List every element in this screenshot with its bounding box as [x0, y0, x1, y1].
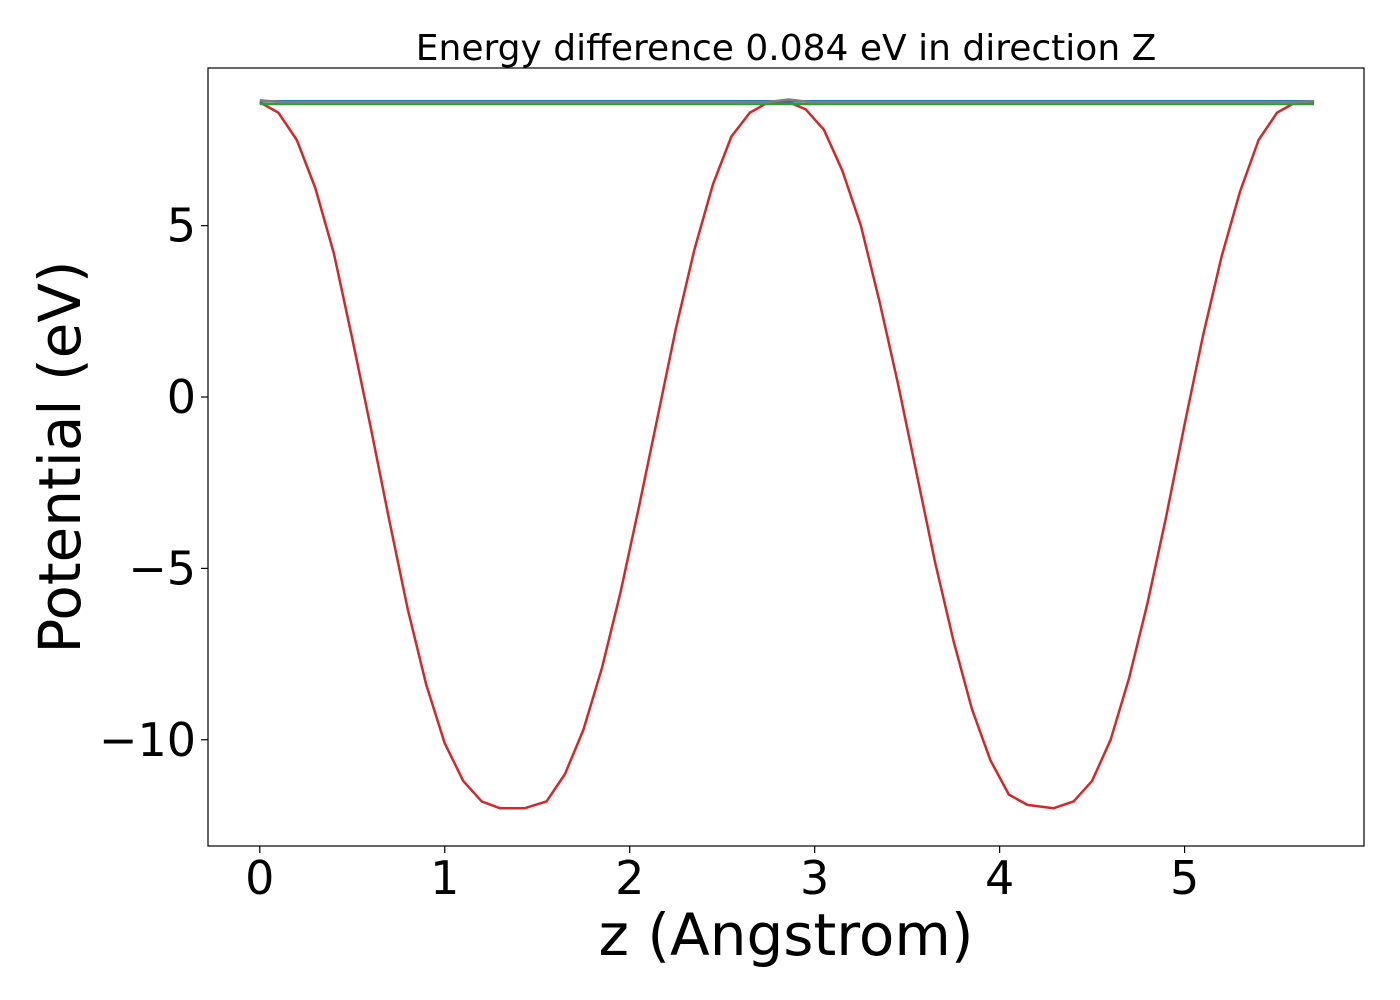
x-tick-label: 0 [245, 851, 274, 905]
x-tick-label: 2 [615, 851, 644, 905]
x-tick-label: 3 [800, 851, 829, 905]
y-axis-label: Potential (eV) [26, 260, 94, 653]
y-tick-label: 0 [167, 370, 196, 424]
plot-area [259, 98, 1315, 810]
x-tick-label: 4 [985, 851, 1014, 905]
y-tick-label: −10 [99, 713, 196, 767]
series-line-4 [259, 98, 1315, 104]
chart-title: Energy difference 0.084 eV in direction … [416, 28, 1157, 69]
x-axis-label: z (Angstrom) [599, 901, 974, 969]
y-axis-ticks: −10 −5 0 5 [99, 199, 208, 767]
y-tick-label: −5 [128, 541, 196, 595]
x-tick-label: 5 [1170, 851, 1199, 905]
y-tick-label: 5 [167, 199, 196, 253]
x-tick-label: 1 [430, 851, 459, 905]
plot-frame [207, 67, 1365, 847]
x-axis-ticks: 0 1 2 3 4 5 [245, 846, 1199, 905]
series-line-1 [259, 101, 1315, 810]
